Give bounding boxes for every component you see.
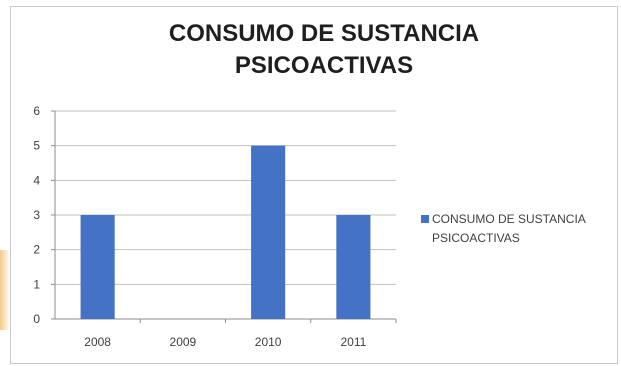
chart-title-line-1: CONSUMO DE SUSTANCIA [169,20,479,47]
y-tick-label-5: 5 [33,139,40,153]
chart-title-line-2: PSICOACTIVAS [235,52,413,79]
legend-label-line-2: PSICOACTIVAS [432,231,520,245]
bars [80,145,371,319]
y-tick-label-4: 4 [33,173,40,187]
legend: CONSUMO DE SUSTANCIA PSICOACTIVAS [421,212,586,245]
bar-2011 [336,215,371,319]
y-tick-label-1: 1 [33,277,40,291]
y-tick-label-6: 6 [33,104,40,118]
y-tick-label-3: 3 [33,208,40,222]
x-tick-label-2010: 2010 [255,335,282,349]
chart-title: CONSUMO DE SUSTANCIA PSICOACTIVAS [169,20,479,79]
x-tick-label-2011: 2011 [340,335,366,349]
edge-decoration [0,250,10,330]
y-tick-label-2: 2 [33,243,40,257]
chart-frame: CONSUMO DE SUSTANCIA PSICOACTIVAS 0 1 2 3 4 5… [10,6,618,364]
bar-2008 [80,215,115,319]
legend-swatch [421,215,429,223]
legend-label-line-1: CONSUMO DE SUSTANCIA [432,212,586,226]
x-tick-label-2008: 2008 [84,335,111,349]
x-tick-labels: 2008 2009 2010 2011 [84,335,366,349]
bar-2010 [251,145,286,319]
y-tick-labels: 0 1 2 3 4 5 6 [33,104,40,326]
y-tick-label-0: 0 [33,312,40,326]
bar-chart: CONSUMO DE SUSTANCIA PSICOACTIVAS 0 1 2 3 4 5… [33,20,586,349]
x-tick-label-2009: 2009 [170,335,197,349]
